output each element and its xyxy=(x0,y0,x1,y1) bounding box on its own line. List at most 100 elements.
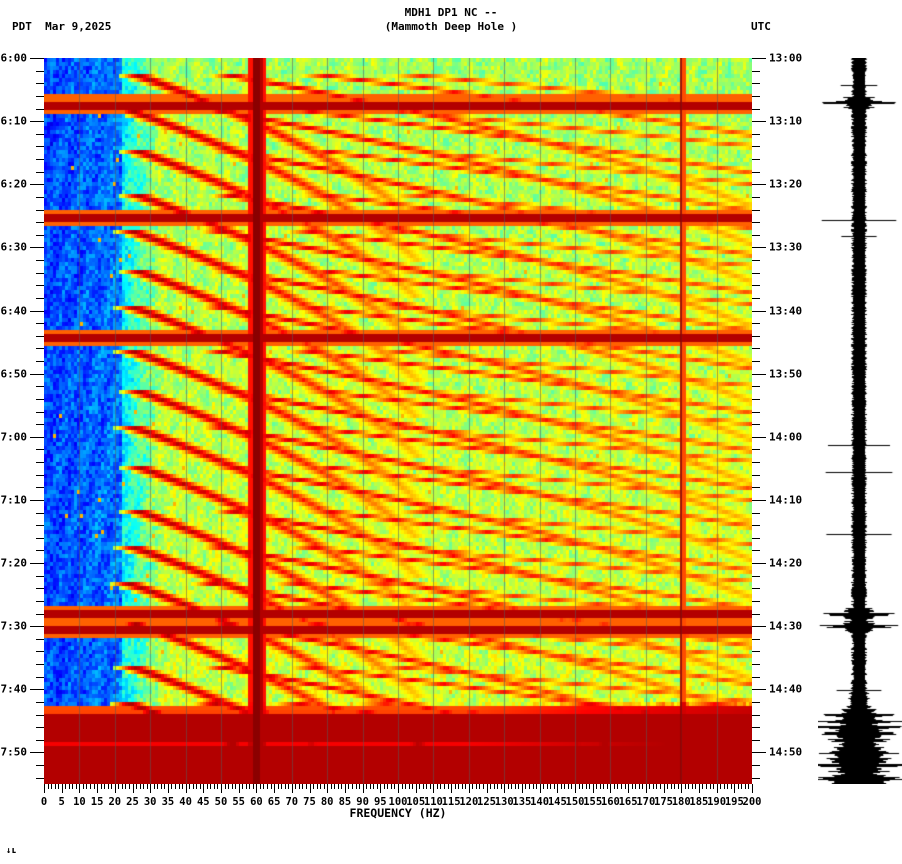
x-tick xyxy=(440,784,441,789)
x-tick xyxy=(699,784,700,793)
x-tick xyxy=(603,784,604,789)
y-tick-left xyxy=(36,260,44,262)
x-tick xyxy=(596,784,597,789)
y-tick-left xyxy=(36,70,44,72)
x-tick xyxy=(745,784,746,789)
x-tick xyxy=(706,784,707,789)
x-tick xyxy=(575,784,576,793)
x-tick xyxy=(122,784,123,789)
y-tick-left xyxy=(36,462,44,464)
y-tick-left xyxy=(36,285,44,287)
x-tick xyxy=(614,784,615,789)
y-tick-right xyxy=(752,386,760,388)
y-tick-right xyxy=(752,108,760,110)
y-tick-right xyxy=(752,411,760,413)
y-tick-left xyxy=(36,386,44,388)
x-tick xyxy=(465,784,466,789)
x-tick xyxy=(494,784,495,789)
y-axis-label-pdt: 06:00 xyxy=(0,51,27,65)
x-tick xyxy=(292,784,293,793)
y-tick-left xyxy=(36,664,44,666)
y-tick-right xyxy=(752,196,760,198)
x-tick xyxy=(437,784,438,789)
y-tick-right xyxy=(752,184,766,186)
y-tick-right xyxy=(752,424,760,426)
x-tick xyxy=(416,784,417,793)
x-tick xyxy=(448,784,449,789)
x-axis-label: 10 xyxy=(73,796,86,808)
y-tick-left xyxy=(36,159,44,160)
y-tick-left xyxy=(30,563,44,565)
y-tick-left xyxy=(36,487,44,489)
y-tick-right xyxy=(752,285,760,287)
x-tick xyxy=(83,784,84,789)
x-tick xyxy=(600,784,601,789)
x-tick xyxy=(483,784,484,789)
x-tick xyxy=(370,784,371,789)
x-tick xyxy=(625,784,626,789)
x-tick xyxy=(426,784,427,789)
x-tick xyxy=(94,784,95,789)
x-tick xyxy=(554,784,555,789)
x-tick xyxy=(536,784,537,789)
x-tick xyxy=(228,784,229,789)
y-tick-left xyxy=(36,335,44,337)
x-tick xyxy=(302,784,303,789)
x-tick xyxy=(271,784,272,789)
x-tick xyxy=(136,784,137,789)
y-tick-right xyxy=(752,58,766,59)
y-axis-label-pdt: 07:50 xyxy=(0,745,27,759)
y-tick-right xyxy=(752,146,760,148)
x-tick xyxy=(610,784,611,793)
x-tick xyxy=(133,784,134,793)
y-tick-left xyxy=(36,588,44,590)
x-tick xyxy=(639,784,640,789)
x-tick xyxy=(331,784,332,789)
x-tick xyxy=(649,784,650,789)
x-tick xyxy=(419,784,420,789)
x-tick xyxy=(214,784,215,789)
x-tick xyxy=(62,784,63,793)
y-tick-left xyxy=(36,348,44,350)
y-axis-label-utc: 13:10 xyxy=(769,114,803,128)
x-tick xyxy=(175,784,176,789)
x-axis-label: 195 xyxy=(724,796,744,808)
y-tick-right xyxy=(752,651,760,653)
x-tick xyxy=(455,784,456,789)
y-tick-left xyxy=(36,676,44,678)
y-tick-right xyxy=(752,537,760,539)
x-tick xyxy=(320,784,321,789)
x-tick xyxy=(487,784,488,793)
y-tick-right xyxy=(752,701,760,703)
x-axis-label: 135 xyxy=(512,796,532,808)
x-axis-label: 70 xyxy=(285,796,299,808)
x-tick xyxy=(504,784,505,793)
seismogram-trace-panel[interactable] xyxy=(818,58,902,784)
y-tick-right xyxy=(752,727,760,729)
y-tick-left xyxy=(36,297,44,299)
y-tick-right xyxy=(752,398,760,400)
x-tick xyxy=(724,784,725,789)
x-axis-label: 80 xyxy=(320,796,334,808)
y-tick-left xyxy=(36,196,44,198)
x-tick xyxy=(263,784,264,789)
x-tick xyxy=(501,784,502,789)
x-tick xyxy=(157,784,158,789)
x-tick xyxy=(717,784,718,793)
x-tick xyxy=(373,784,374,789)
y-axis-label-pdt: 07:30 xyxy=(0,619,27,633)
x-tick xyxy=(242,784,243,789)
y-tick-right xyxy=(752,462,760,464)
y-tick-left xyxy=(30,752,44,754)
y-tick-right xyxy=(752,83,760,85)
frequency-axis: 0 5 10 15 20 25 30 35 40 45 50 55 60 65 70 75 80 85 90 95 10… xyxy=(41,784,761,808)
x-tick xyxy=(688,784,689,789)
x-tick xyxy=(143,784,144,789)
y-tick-left xyxy=(36,727,44,729)
x-axis-label: 75 xyxy=(303,796,316,808)
x-axis-label: 105 xyxy=(406,796,426,808)
y-tick-left xyxy=(30,373,44,375)
x-axis-label: 165 xyxy=(618,796,638,808)
x-axis-label: 50 xyxy=(214,796,228,808)
spectrogram-plot[interactable] xyxy=(44,58,752,784)
